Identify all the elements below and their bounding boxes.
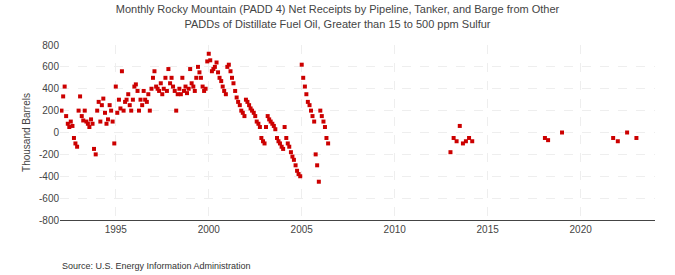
- svg-text:2010: 2010: [384, 224, 407, 235]
- svg-text:-400: -400: [39, 171, 59, 182]
- svg-text:800: 800: [42, 40, 59, 51]
- svg-text:-800: -800: [39, 215, 59, 226]
- svg-text:Thousand Barrels: Thousand Barrels: [21, 93, 32, 172]
- svg-text:Source: U.S. Energy Informatio: Source: U.S. Energy Information Administ…: [62, 261, 251, 271]
- svg-text:-200: -200: [39, 149, 59, 160]
- svg-text:1995: 1995: [105, 224, 128, 235]
- svg-text:-600: -600: [39, 193, 59, 204]
- svg-text:2020: 2020: [570, 224, 593, 235]
- svg-text:2015: 2015: [477, 224, 500, 235]
- svg-text:2000: 2000: [198, 224, 221, 235]
- svg-text:Monthly Rocky Mountain (PADD 4: Monthly Rocky Mountain (PADD 4) Net Rece…: [116, 3, 560, 29]
- svg-text:600: 600: [42, 61, 59, 72]
- svg-text:400: 400: [42, 83, 59, 94]
- svg-text:0: 0: [53, 127, 59, 138]
- svg-text:2005: 2005: [291, 224, 314, 235]
- svg-text:200: 200: [42, 105, 59, 116]
